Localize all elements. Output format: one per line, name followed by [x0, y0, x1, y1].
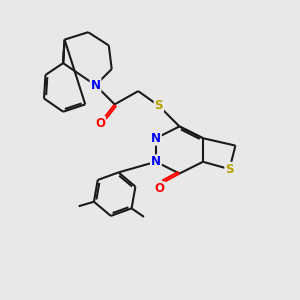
Text: S: S	[225, 163, 234, 176]
Text: N: N	[151, 155, 161, 168]
Text: O: O	[95, 117, 105, 130]
Text: S: S	[154, 99, 163, 112]
Text: N: N	[151, 132, 161, 145]
Text: O: O	[155, 182, 165, 195]
Text: N: N	[91, 79, 100, 92]
